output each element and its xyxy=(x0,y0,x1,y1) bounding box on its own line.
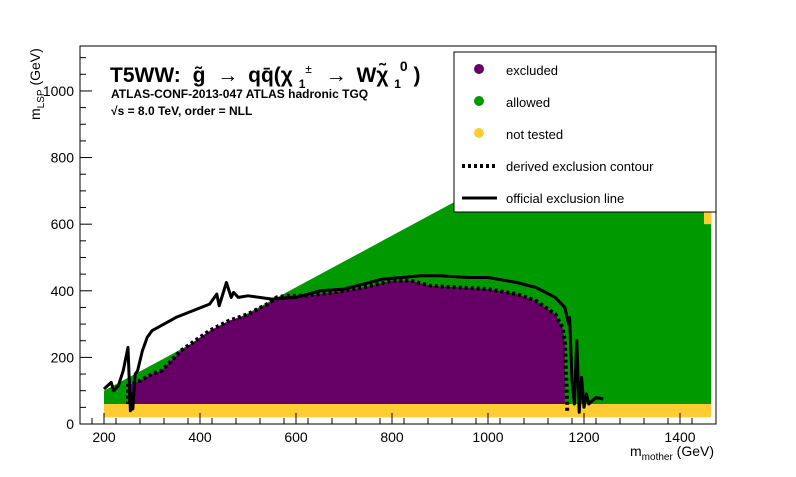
legend-label: not tested xyxy=(506,127,563,142)
plot-frame xyxy=(79,45,717,425)
x-tick-label: 1000 xyxy=(472,429,503,445)
y-tick-label: 800 xyxy=(51,150,75,166)
x-axis-label: mmother (GeV) xyxy=(630,443,714,463)
y-tick-label: 0 xyxy=(66,416,74,432)
excluded-region xyxy=(128,280,565,404)
legend-label: excluded xyxy=(506,63,558,78)
data-layer xyxy=(102,154,712,418)
chart-title: T5WW: g̃ → qq̄(χ 1 ± → Wχ̃ 1 0 ) xyxy=(110,53,420,93)
y-tick-label: 1000 xyxy=(43,83,74,99)
legend-marker xyxy=(474,64,484,74)
y-tick-label: 200 xyxy=(51,349,75,365)
chart-subtitle-line1: ATLAS-CONF-2013-047 ATLAS hadronic TGQ xyxy=(111,87,368,101)
x-tick-label: 800 xyxy=(380,429,404,445)
y-axis-label: mLSP (GeV) xyxy=(27,48,47,120)
chart-subtitle-line2: √s = 8.0 TeV, order = NLL xyxy=(111,104,252,118)
x-tick-label: 1200 xyxy=(568,429,599,445)
legend-label: allowed xyxy=(506,95,550,110)
x-tick-label: 1400 xyxy=(664,429,695,445)
x-tick-label: 200 xyxy=(92,429,116,445)
legend-marker xyxy=(474,128,484,138)
legend-label: official exclusion line xyxy=(506,191,624,206)
legend-box xyxy=(453,51,717,213)
legend-marker xyxy=(474,96,484,106)
legend: excluded allowed not tested derived exclusi… xyxy=(453,51,717,213)
y-tick-label: 600 xyxy=(51,216,75,232)
y-tick-label: 400 xyxy=(51,283,75,299)
x-tick-label: 600 xyxy=(284,429,308,445)
official-exclusion-line xyxy=(102,274,604,414)
not-tested-region xyxy=(104,404,712,418)
x-tick-label: 400 xyxy=(188,429,212,445)
legend-label: derived exclusion contour xyxy=(506,159,654,174)
axes-layer: 200 400 600 800 1000 1200 1400 0 200 400 600 800 100… xyxy=(43,45,717,445)
